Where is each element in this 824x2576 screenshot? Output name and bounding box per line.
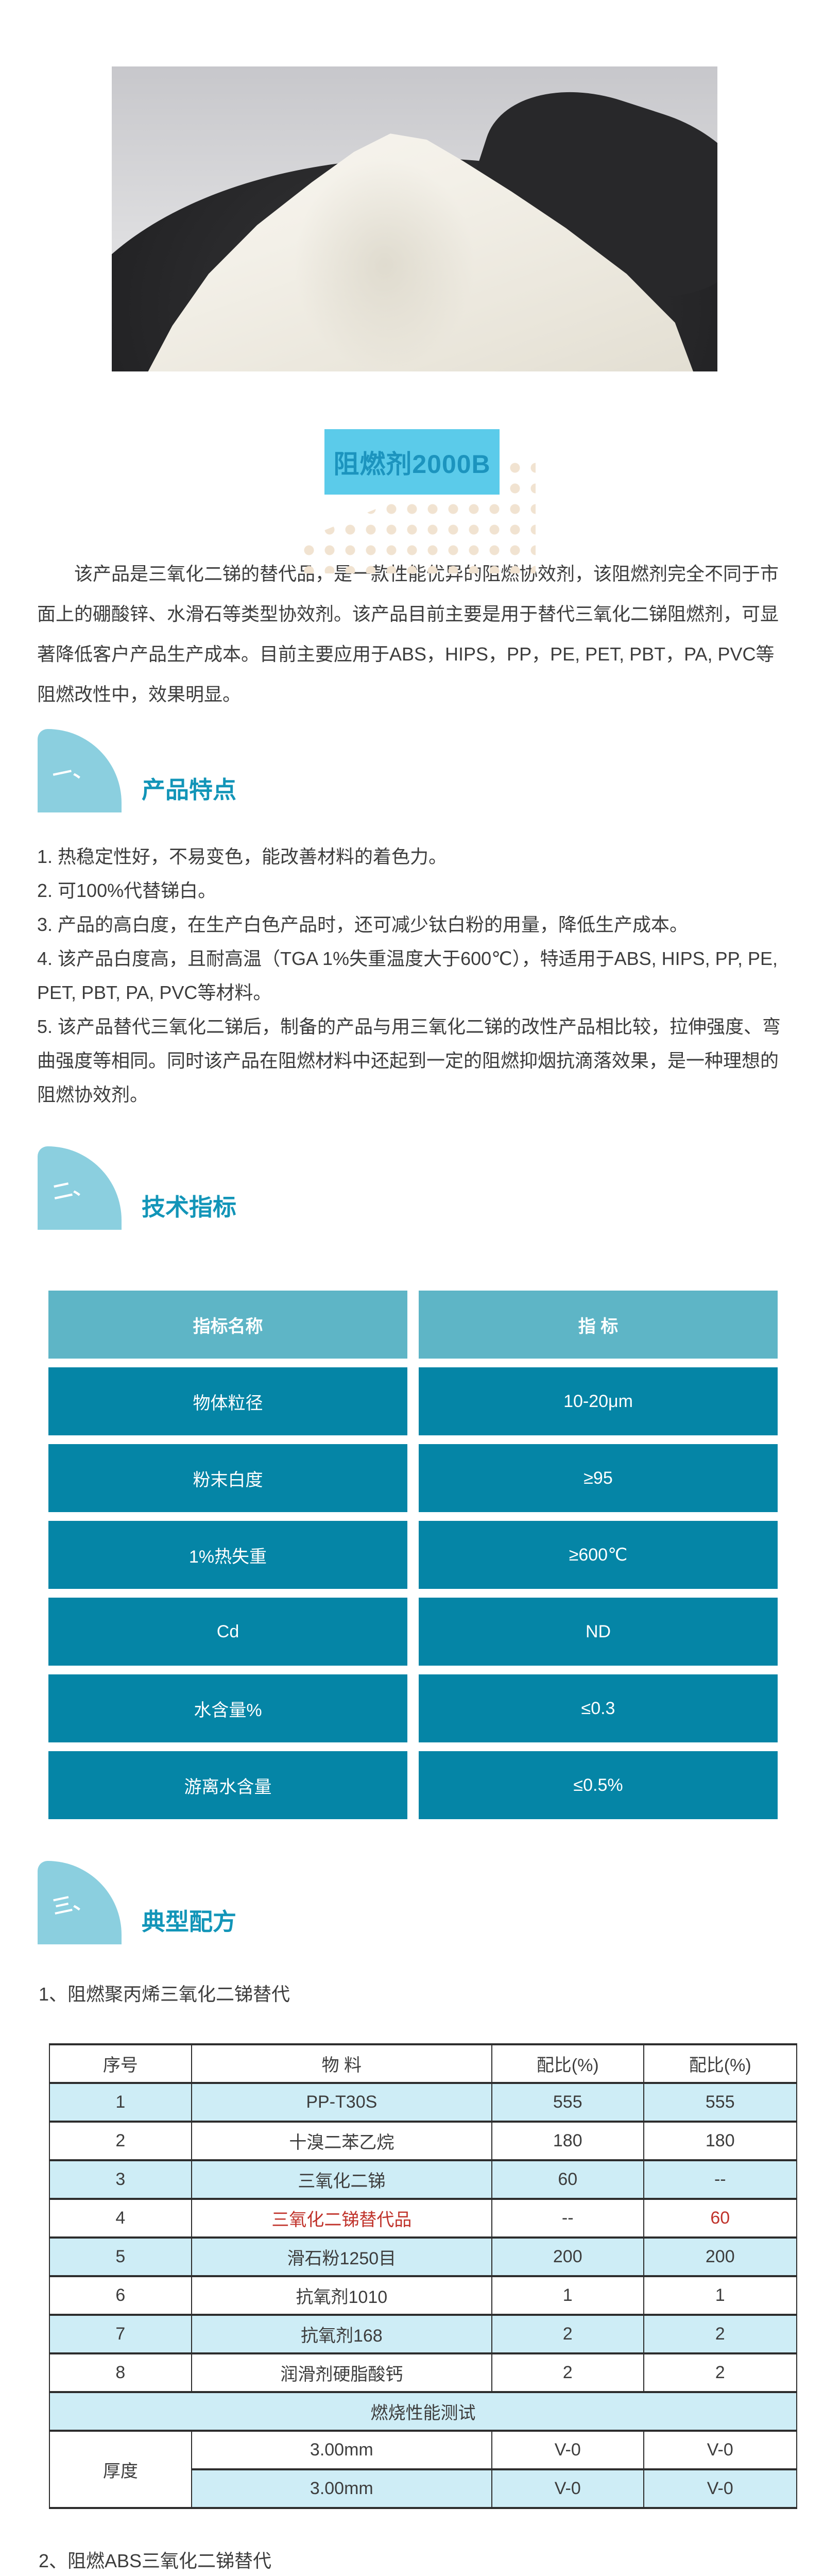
spec-cell: 1%热失重: [48, 1521, 407, 1589]
table-cell: 6: [49, 2275, 192, 2316]
table-cell: 60: [643, 2198, 798, 2239]
spec-cell: ≥95: [419, 1444, 778, 1512]
spec-cell: ≤0.5%: [419, 1751, 778, 1819]
table-cell: 润滑剂硬脂酸钙: [191, 2352, 492, 2393]
feature-list: 1. 热稳定性好，不易变色，能改善材料的着色力。 2. 可100%代替锑白。 3. …: [37, 840, 790, 1112]
table-cell: 三氧化二锑: [191, 2159, 492, 2200]
section-header-specs: 二、 技术指标: [38, 1146, 398, 1230]
spec-header-cell: 指 标: [419, 1291, 778, 1359]
table-cell: 555: [491, 2082, 644, 2123]
table-cell: 3.00mm: [191, 2468, 492, 2509]
table-cell: 十溴二苯乙烷: [191, 2121, 492, 2161]
table-cell: 3.00mm: [191, 2430, 492, 2470]
section-title: 典型配方: [142, 1908, 236, 1935]
table-cell: 7: [49, 2314, 192, 2354]
table-cell: V-0: [643, 2430, 798, 2470]
table-cell: 4: [49, 2198, 192, 2239]
spec-cell: 水含量%: [48, 1674, 407, 1742]
table-cell: 2: [643, 2352, 798, 2393]
table-cell: 抗氧剂1010: [191, 2275, 492, 2316]
section-title: 技术指标: [142, 1194, 236, 1221]
table-cell: 滑石粉1250目: [191, 2236, 492, 2277]
feature-item: 1. 热稳定性好，不易变色，能改善材料的着色力。: [37, 846, 448, 867]
table-cell: 2: [491, 2314, 644, 2354]
section-header-formulas: 三、 典型配方: [38, 1861, 398, 1944]
spec-cell: ≤0.3: [419, 1674, 778, 1742]
spec-cell: ND: [419, 1598, 778, 1666]
table-cell: 200: [491, 2236, 644, 2277]
table-cell: 1: [643, 2275, 798, 2316]
product-title-badge: 阻燃剂2000B: [324, 429, 500, 495]
feature-item: 5. 该产品替代三氧化二锑后，制备的产品与用三氧化二锑的改性产品相比较，拉伸强度…: [37, 1016, 781, 1105]
spec-table: 指标名称指 标物体粒径 10-20μm 粉末白度 ≥95 1%热失重 ≥600℃ Cd ND 水…: [48, 1291, 778, 1819]
table-cell: 200: [643, 2236, 798, 2277]
table-cell: 5: [49, 2236, 192, 2277]
powder-shading: [293, 158, 475, 371]
table-cell: 燃烧性能测试: [49, 2391, 797, 2432]
spec-header-cell: 指标名称: [48, 1291, 407, 1359]
spec-cell: ≥600℃: [419, 1521, 778, 1589]
table-cell: 厚度: [49, 2430, 192, 2509]
table-cell: 180: [491, 2121, 644, 2161]
table-cell: V-0: [491, 2430, 644, 2470]
table-cell: 配比(%): [491, 2043, 644, 2084]
table-cell: V-0: [491, 2468, 644, 2509]
table-cell: 配比(%): [643, 2043, 798, 2084]
feature-item: 4. 该产品白度高，且耐高温（TGA 1%失重温度大于600℃），特适用于ABS…: [37, 948, 778, 1003]
table-cell: 抗氧剂168: [191, 2314, 492, 2354]
spec-cell: 物体粒径: [48, 1367, 407, 1435]
formula1-label: 1、阻燃聚丙烯三氧化二锑替代: [39, 1984, 290, 2005]
table-cell: 180: [643, 2121, 798, 2161]
spec-cell: 游离水含量: [48, 1751, 407, 1819]
intro-paragraph: 该产品是三氧化二锑的替代品，是一款性能优异的阻燃协效剂，该阻燃剂完全不同于市面上…: [37, 563, 779, 705]
table-cell: 555: [643, 2082, 798, 2123]
table-cell: PP-T30S: [191, 2082, 492, 2123]
product-photo: [112, 66, 717, 371]
table-cell: 1: [491, 2275, 644, 2316]
table-cell: --: [643, 2159, 798, 2200]
table-cell: 60: [491, 2159, 644, 2200]
spec-cell: 10-20μm: [419, 1367, 778, 1435]
table-cell: 8: [49, 2352, 192, 2393]
section-header-features: 一、 产品特点: [38, 729, 398, 812]
feature-item: 3. 产品的高白度，在生产白色产品时，还可减少钛白粉的用量，降低生产成本。: [37, 914, 689, 935]
table-cell: 2: [491, 2352, 644, 2393]
spec-cell: Cd: [48, 1598, 407, 1666]
table-cell: 2: [49, 2121, 192, 2161]
table-cell: 1: [49, 2082, 192, 2123]
feature-item: 2. 可100%代替锑白。: [37, 880, 217, 901]
formula1-table: 序号物 料配比(%) 配比(%) 1 PP-T30S 555 555 2 十溴二苯乙烷 180 1…: [49, 2043, 798, 2509]
table-cell: 物 料: [191, 2043, 492, 2084]
table-cell: V-0: [643, 2468, 798, 2509]
table-cell: 序号: [49, 2043, 192, 2084]
table-cell: 三氧化二锑替代品: [191, 2198, 492, 2239]
table-cell: --: [491, 2198, 644, 2239]
table-cell: 2: [643, 2314, 798, 2354]
formula2-label: 2、阻燃ABS三氧化二锑替代: [39, 2550, 272, 2571]
spec-cell: 粉末白度: [48, 1444, 407, 1512]
table-cell: 3: [49, 2159, 192, 2200]
section-title: 产品特点: [142, 776, 236, 803]
